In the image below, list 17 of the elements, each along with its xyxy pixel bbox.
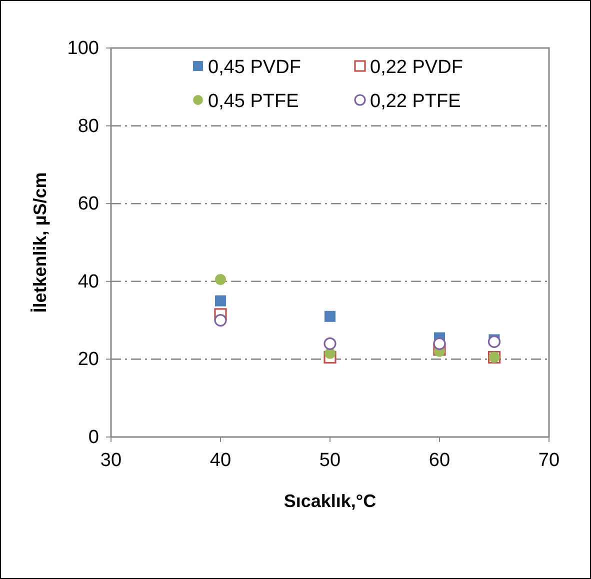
legend-label: 0,45 PTFE (208, 91, 299, 112)
y-tick-label: 0 (88, 427, 99, 448)
y-tick-label: 80 (78, 116, 99, 137)
y-axis-title: İletkenlik, µS/cm (30, 172, 50, 313)
x-tick-label: 30 (100, 450, 122, 471)
legend-label: 0,22 PVDF (370, 57, 463, 78)
x-tick-label: 40 (210, 450, 232, 471)
x-tick-label: 50 (319, 450, 341, 471)
legend-label: 0,45 PVDF (208, 57, 301, 78)
y-tick-label: 40 (78, 271, 99, 292)
x-tick-label: 70 (538, 450, 560, 471)
x-tick-label: 60 (428, 450, 450, 471)
legend-label: 0,22 PTFE (370, 91, 461, 112)
y-tick-label: 20 (78, 349, 99, 370)
x-axis-title: Sıcaklık,°C (284, 491, 376, 511)
y-tick-label: 100 (67, 38, 99, 59)
y-tick-label: 60 (78, 194, 99, 215)
